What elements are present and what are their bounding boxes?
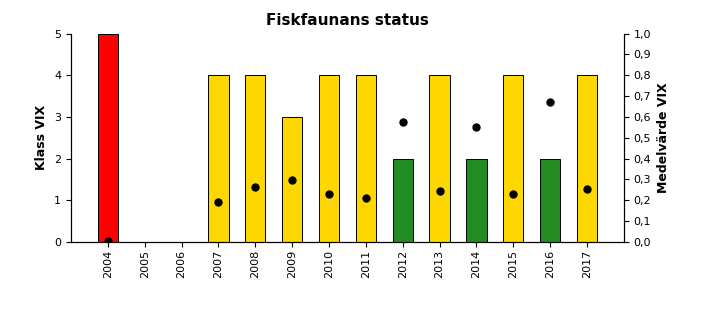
- Bar: [503, 75, 523, 242]
- Bar: [540, 159, 560, 242]
- Bar: [98, 34, 118, 242]
- Title: Fiskfaunans status: Fiskfaunans status: [266, 13, 429, 28]
- Bar: [393, 159, 413, 242]
- Bar: [467, 159, 486, 242]
- Y-axis label: Klass VIX: Klass VIX: [35, 105, 48, 170]
- Bar: [208, 75, 228, 242]
- Bar: [282, 117, 302, 242]
- Bar: [245, 75, 265, 242]
- Bar: [319, 75, 339, 242]
- Bar: [430, 75, 450, 242]
- Bar: [356, 75, 376, 242]
- Bar: [577, 75, 597, 242]
- Y-axis label: Medelvärde VIX: Medelvärde VIX: [657, 82, 670, 193]
